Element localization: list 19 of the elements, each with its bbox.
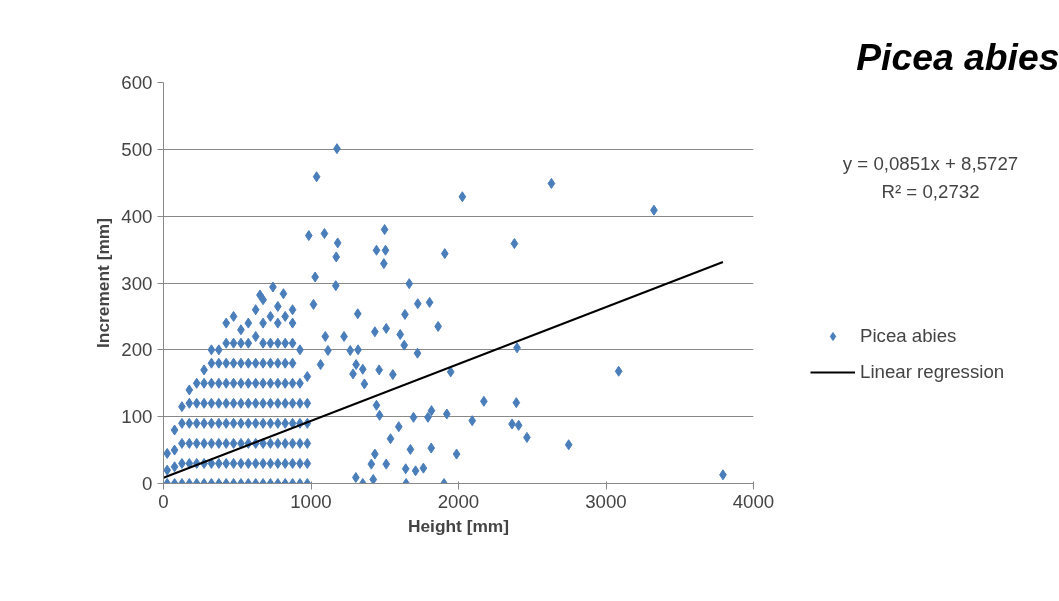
x-tick-label: 1000 — [290, 490, 332, 512]
x-tick-label: 0 — [158, 490, 169, 512]
text: R² = 0,2732 — [881, 181, 980, 202]
x-tick-label: 3000 — [585, 490, 627, 512]
y-tick-label: 400 — [121, 205, 153, 227]
x-tick-label: 4000 — [732, 490, 775, 512]
y-tick-label: 100 — [121, 406, 153, 428]
y-axis-title: Increment [mm] — [93, 217, 114, 348]
text: y = 0,0851x + 8,5727 — [842, 153, 1019, 174]
y-tick-label: 0 — [142, 473, 153, 494]
y-tick-label: 500 — [121, 138, 153, 160]
x-axis-title: Height [mm] — [407, 515, 510, 536]
y-tick-label: 600 — [121, 72, 153, 93]
y-tick-label: 200 — [121, 339, 153, 361]
x-tick-label: 2000 — [437, 490, 480, 512]
y-tick-label: 300 — [121, 272, 153, 294]
legend-label: Linear regression — [860, 361, 1005, 383]
legend-label: Picea abies — [860, 325, 957, 347]
text: Picea abies — [856, 35, 1059, 78]
